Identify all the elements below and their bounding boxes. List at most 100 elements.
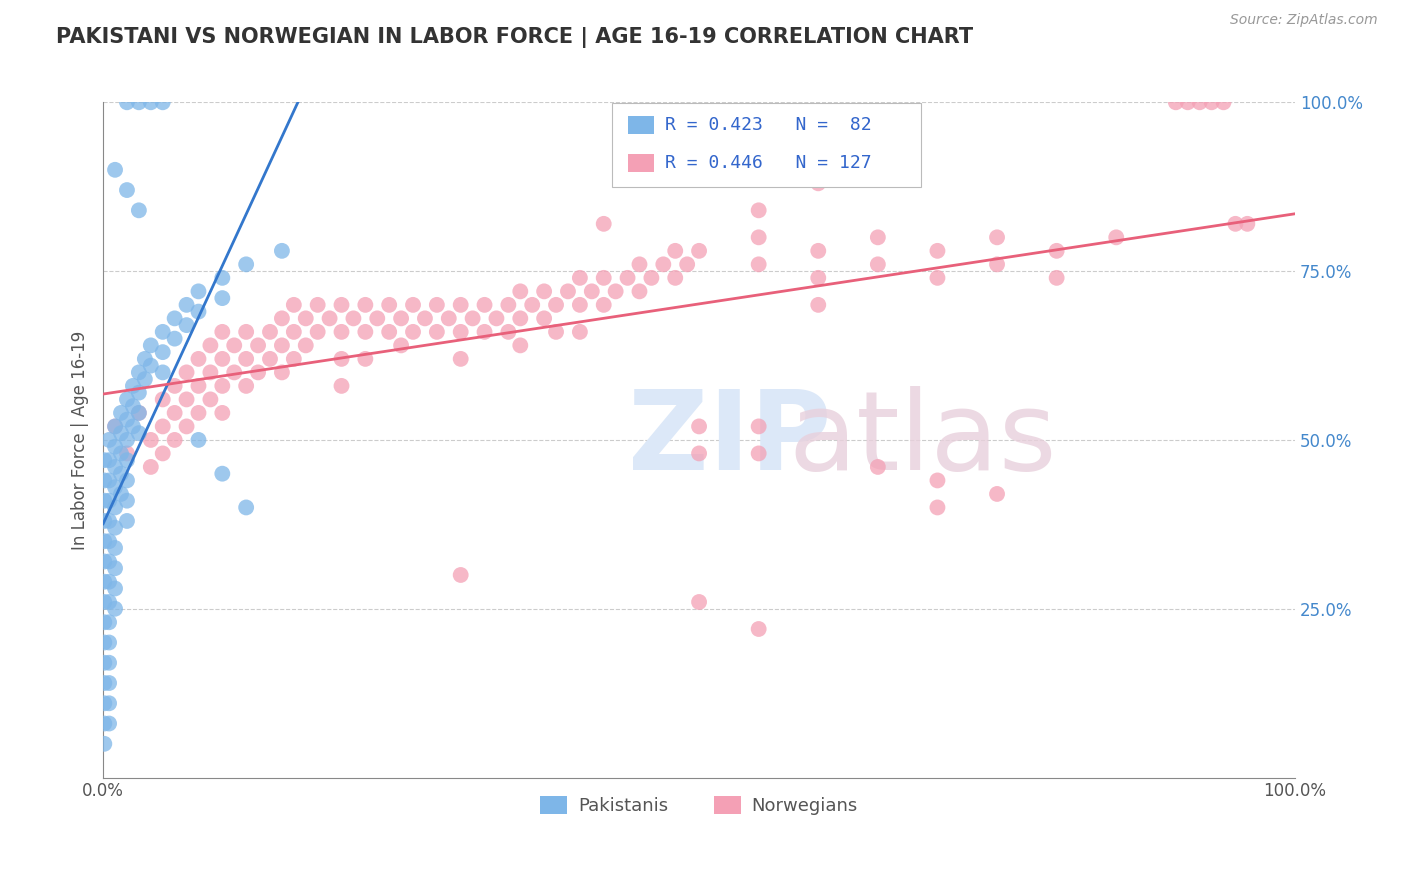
Point — [1212, 95, 1234, 110]
Point — [1236, 217, 1258, 231]
Point — [98, 453, 121, 467]
Point — [271, 338, 294, 352]
Point — [104, 561, 127, 575]
Point — [402, 325, 425, 339]
Point — [366, 311, 388, 326]
Point — [866, 230, 889, 244]
Point — [557, 285, 579, 299]
Point — [509, 285, 531, 299]
Point — [748, 446, 770, 460]
Point — [115, 446, 138, 460]
Point — [93, 716, 115, 731]
Point — [187, 304, 209, 318]
Point — [115, 95, 138, 110]
Point — [628, 257, 651, 271]
Point — [93, 554, 115, 568]
Point — [1201, 95, 1223, 110]
Point — [163, 406, 186, 420]
Point — [1046, 270, 1069, 285]
Point — [104, 601, 127, 615]
Point — [93, 493, 115, 508]
Point — [498, 298, 520, 312]
Point — [152, 95, 174, 110]
Point — [110, 426, 132, 441]
Point — [592, 217, 614, 231]
Text: atlas: atlas — [789, 386, 1057, 493]
Point — [450, 325, 472, 339]
Point — [110, 487, 132, 501]
Point — [134, 351, 156, 366]
Point — [986, 257, 1008, 271]
Point — [104, 582, 127, 596]
Point — [139, 459, 162, 474]
Point — [927, 270, 949, 285]
Point — [200, 338, 222, 352]
Point — [807, 244, 830, 258]
Point — [235, 257, 257, 271]
Point — [93, 474, 115, 488]
Point — [354, 351, 377, 366]
Point — [927, 474, 949, 488]
Point — [128, 365, 150, 379]
Point — [93, 453, 115, 467]
Point — [224, 365, 246, 379]
Point — [748, 230, 770, 244]
Point — [98, 554, 121, 568]
Point — [98, 696, 121, 710]
Point — [110, 467, 132, 481]
Point — [152, 419, 174, 434]
Point — [498, 325, 520, 339]
Point — [748, 203, 770, 218]
Point — [152, 325, 174, 339]
Point — [1164, 95, 1187, 110]
Point — [271, 365, 294, 379]
Point — [450, 568, 472, 582]
Point — [98, 433, 121, 447]
Point — [568, 270, 591, 285]
Point — [986, 230, 1008, 244]
Point — [330, 379, 353, 393]
Point — [318, 311, 340, 326]
Point — [568, 325, 591, 339]
Point — [927, 244, 949, 258]
Point — [115, 433, 138, 447]
Point — [104, 521, 127, 535]
Point — [354, 298, 377, 312]
Point — [247, 365, 270, 379]
Point — [176, 365, 198, 379]
Point — [93, 595, 115, 609]
Point — [98, 615, 121, 630]
Point — [104, 500, 127, 515]
Point — [115, 412, 138, 426]
Point — [163, 433, 186, 447]
Point — [93, 534, 115, 549]
Point — [474, 298, 496, 312]
Point — [688, 419, 710, 434]
Point — [544, 325, 567, 339]
Point — [93, 737, 115, 751]
Point — [104, 162, 127, 177]
Point — [128, 385, 150, 400]
Point — [748, 622, 770, 636]
Point — [271, 244, 294, 258]
Point — [98, 534, 121, 549]
Point — [98, 595, 121, 609]
Point — [807, 298, 830, 312]
Point — [176, 392, 198, 407]
Point — [128, 406, 150, 420]
Point — [115, 514, 138, 528]
Point — [581, 285, 603, 299]
Point — [115, 392, 138, 407]
Point — [389, 338, 412, 352]
Point — [98, 493, 121, 508]
Point — [224, 338, 246, 352]
Text: Source: ZipAtlas.com: Source: ZipAtlas.com — [1230, 13, 1378, 28]
Point — [134, 372, 156, 386]
Point — [98, 676, 121, 690]
Point — [104, 541, 127, 555]
Point — [98, 635, 121, 649]
Legend: Pakistanis, Norwegians: Pakistanis, Norwegians — [533, 789, 865, 822]
Point — [93, 574, 115, 589]
Point — [283, 298, 305, 312]
Point — [235, 500, 257, 515]
